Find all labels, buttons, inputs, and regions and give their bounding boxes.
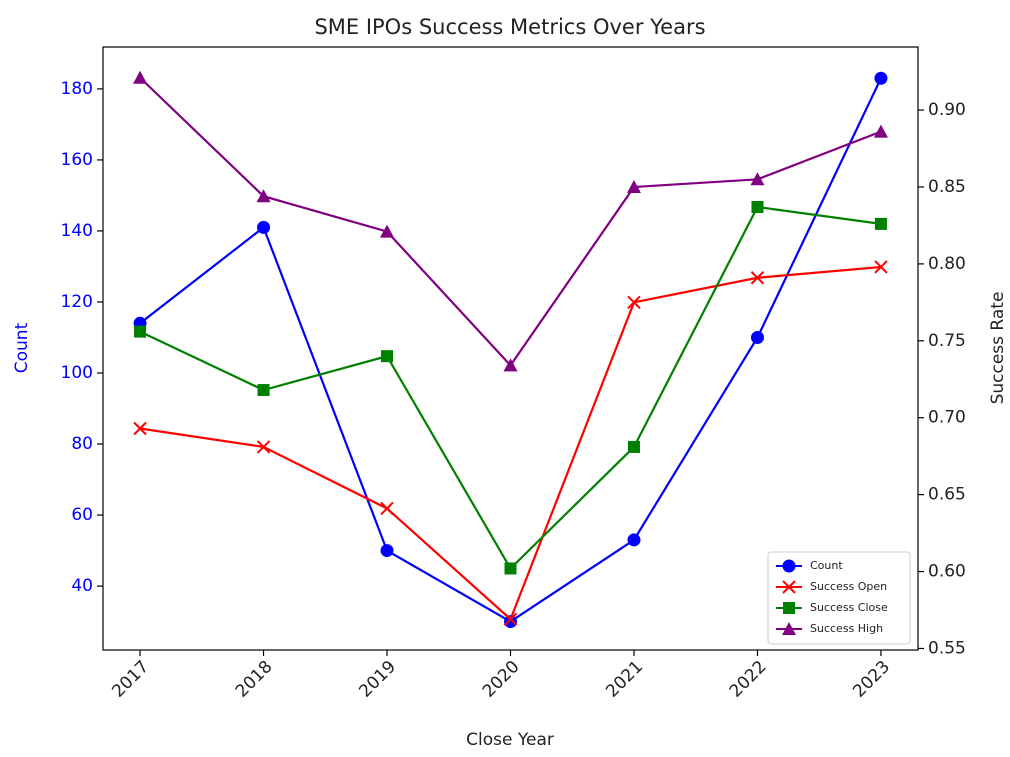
legend-label: Success High	[810, 622, 883, 635]
y-axis-label: Count	[12, 322, 32, 373]
y-tick-label: 120	[61, 292, 93, 312]
data-point	[504, 562, 517, 575]
data-point	[627, 533, 641, 547]
series-line	[139, 76, 882, 368]
data-point	[134, 325, 147, 338]
y-tick-label: 160	[61, 150, 93, 170]
data-point	[133, 421, 147, 436]
data-point	[751, 200, 764, 213]
y-tick-label: 140	[61, 221, 93, 241]
x-axis-label: Close Year	[466, 730, 554, 750]
data-point	[503, 612, 518, 626]
y-tick-label: 80	[71, 434, 93, 454]
x-tick-label: 2019	[355, 657, 400, 702]
series-line	[139, 77, 882, 623]
legend-marker	[782, 580, 796, 594]
legend-box	[767, 551, 911, 645]
data-point	[257, 220, 271, 234]
data-point	[874, 260, 888, 274]
series-line	[139, 205, 882, 571]
y-tick-label: 100	[61, 363, 93, 383]
x-tick-label: 2023	[849, 657, 894, 702]
data-point	[873, 124, 888, 138]
data-point	[503, 358, 518, 372]
data-point	[750, 271, 765, 285]
data-point	[256, 189, 271, 203]
data-point	[750, 172, 765, 186]
x-tick-label: 2018	[232, 657, 277, 702]
legend-marker	[782, 559, 796, 573]
y2-tick-label: 0.85	[928, 177, 966, 197]
data-point	[380, 544, 394, 558]
data-point	[627, 440, 640, 453]
x-tick-label: 2021	[602, 657, 647, 702]
y2-tick-label: 0.90	[928, 100, 966, 120]
y-tick-label: 40	[71, 576, 93, 596]
y2-tick-label: 0.55	[928, 638, 966, 658]
legend-marker	[783, 602, 795, 614]
chart-title: SME IPOs Success Metrics Over Years	[314, 15, 705, 39]
y-tick-label: 60	[71, 505, 93, 525]
data-point	[627, 295, 641, 310]
data-point	[257, 384, 270, 397]
x-tick-label: 2022	[726, 657, 771, 702]
data-point	[380, 501, 394, 516]
y2-tick-label: 0.70	[928, 408, 966, 428]
x-tick-label: 2017	[108, 657, 153, 702]
y2-tick-label: 0.75	[928, 331, 966, 351]
y2-axis-label: Success Rate	[988, 292, 1008, 405]
x-tick-label: 2020	[479, 657, 524, 702]
legend-marker	[782, 622, 796, 635]
data-point	[380, 224, 395, 238]
data-point	[750, 330, 764, 344]
legend: Count Success Open Success Close Success Hi…	[767, 551, 911, 645]
y2-tick-label: 0.60	[928, 562, 966, 582]
data-point	[381, 350, 394, 363]
data-point	[874, 71, 888, 85]
y2-tick-label: 0.65	[928, 485, 966, 505]
data-point	[133, 70, 148, 84]
legend-label: Success Open	[810, 580, 887, 593]
data-point	[626, 179, 641, 193]
data-point	[256, 440, 271, 454]
legend-label: Success Close	[810, 601, 888, 614]
legend-label: Count	[810, 559, 843, 572]
y-tick-label: 180	[61, 79, 93, 99]
data-point	[504, 615, 517, 629]
data-point	[874, 217, 887, 230]
y2-tick-label: 0.80	[928, 254, 966, 274]
